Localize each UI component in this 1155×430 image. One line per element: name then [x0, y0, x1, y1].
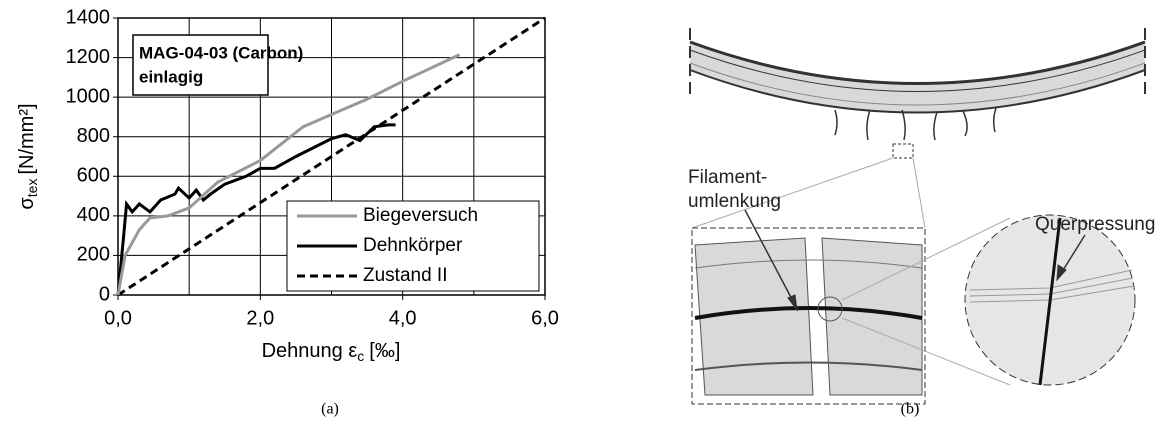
- y-tick-label: 1000: [66, 85, 111, 107]
- detail-marker: [893, 144, 913, 158]
- y-tick-label: 800: [77, 125, 110, 147]
- y-axis-label-symbol: σ: [16, 197, 38, 210]
- diagram-label: umlenkung: [688, 191, 781, 212]
- legend-label: Zustand II: [363, 265, 448, 286]
- zoom-line: [913, 158, 925, 228]
- x-tick-label: 2,0: [246, 307, 274, 329]
- x-axis-label: Dehnung εc [‰]: [262, 340, 401, 363]
- y-tick-label: 400: [77, 204, 110, 226]
- beam: [690, 42, 1145, 113]
- y-axis-label-subscript: tex: [24, 179, 40, 198]
- legend-label: Biegeversuch: [363, 205, 478, 226]
- y-tick-label: 1200: [66, 46, 111, 68]
- x-tick-label: 4,0: [389, 307, 417, 329]
- legend-label: Dehnkörper: [363, 235, 463, 256]
- annotation: einlagig: [139, 67, 203, 86]
- x-axis-label-unit: [‰]: [369, 340, 400, 362]
- y-tick-label: 1400: [66, 6, 111, 28]
- caption: (b): [901, 401, 920, 418]
- y-tick-label: 0: [99, 283, 110, 305]
- x-tick-label: 6,0: [531, 307, 559, 329]
- x-tick-label: 0,0: [104, 307, 132, 329]
- caption: (a): [321, 401, 339, 418]
- x-axis-label-text: Dehnung ε: [262, 340, 358, 362]
- diagram-label: Querpressungen: [1035, 214, 1155, 235]
- y-axis-label: σtex [N/mm²]: [16, 103, 39, 209]
- y-tick-label: 200: [77, 244, 110, 266]
- x-axis-label-subscript: c: [357, 348, 364, 364]
- figure: 0 200 400 600 800 1000 1200 1400 0,0 2,0 4,0 6,0 Fi…: [0, 0, 1155, 430]
- y-tick-label: 600: [77, 165, 110, 187]
- y-axis-label-unit: [N/mm²]: [16, 103, 38, 174]
- diagram-label: Filament-: [688, 167, 767, 188]
- annotation: MAG-04-03 (Carbon): [139, 43, 303, 62]
